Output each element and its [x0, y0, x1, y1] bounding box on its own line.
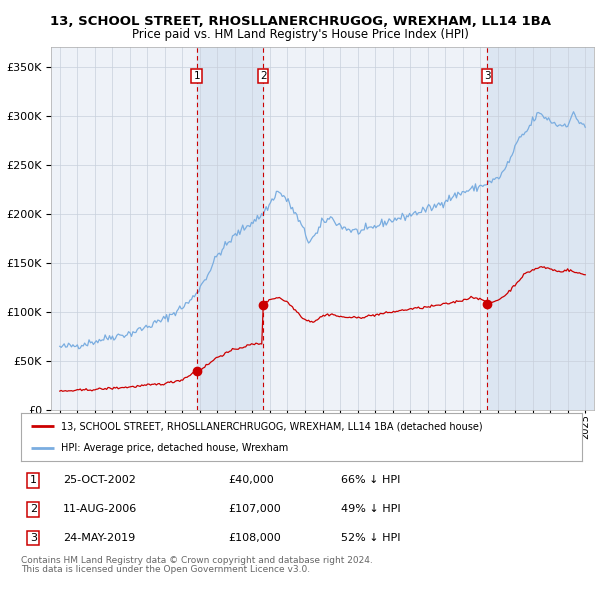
Text: £108,000: £108,000 — [229, 533, 281, 543]
Bar — [197, 47, 263, 410]
Text: 2: 2 — [30, 504, 37, 514]
Text: 3: 3 — [484, 71, 490, 81]
Text: 1: 1 — [30, 476, 37, 486]
Text: 3: 3 — [30, 533, 37, 543]
Text: 13, SCHOOL STREET, RHOSLLANERCHRUGOG, WREXHAM, LL14 1BA (detached house): 13, SCHOOL STREET, RHOSLLANERCHRUGOG, WR… — [61, 421, 483, 431]
Text: HPI: Average price, detached house, Wrexham: HPI: Average price, detached house, Wrex… — [61, 443, 289, 453]
Text: 52% ↓ HPI: 52% ↓ HPI — [341, 533, 400, 543]
Text: 11-AUG-2006: 11-AUG-2006 — [63, 504, 137, 514]
Text: £40,000: £40,000 — [229, 476, 274, 486]
Text: This data is licensed under the Open Government Licence v3.0.: This data is licensed under the Open Gov… — [21, 565, 310, 574]
Text: Contains HM Land Registry data © Crown copyright and database right 2024.: Contains HM Land Registry data © Crown c… — [21, 556, 373, 565]
Text: 2: 2 — [260, 71, 266, 81]
Text: £107,000: £107,000 — [229, 504, 281, 514]
Text: 49% ↓ HPI: 49% ↓ HPI — [341, 504, 400, 514]
Bar — [487, 47, 594, 410]
Text: 1: 1 — [193, 71, 200, 81]
Text: Price paid vs. HM Land Registry's House Price Index (HPI): Price paid vs. HM Land Registry's House … — [131, 28, 469, 41]
Text: 25-OCT-2002: 25-OCT-2002 — [63, 476, 136, 486]
Text: 24-MAY-2019: 24-MAY-2019 — [63, 533, 136, 543]
Text: 66% ↓ HPI: 66% ↓ HPI — [341, 476, 400, 486]
Text: 13, SCHOOL STREET, RHOSLLANERCHRUGOG, WREXHAM, LL14 1BA: 13, SCHOOL STREET, RHOSLLANERCHRUGOG, WR… — [49, 15, 551, 28]
